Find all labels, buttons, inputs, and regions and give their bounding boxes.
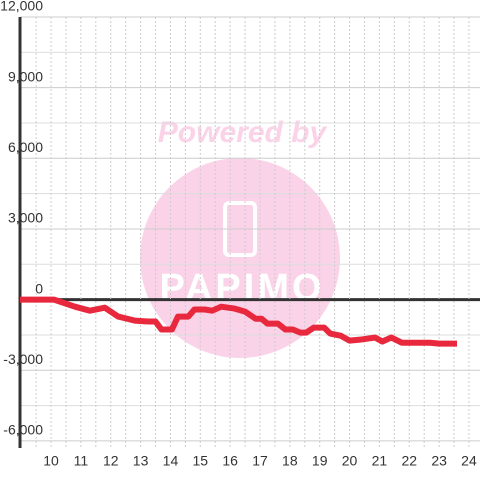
logo-text: PAPIMO bbox=[159, 267, 324, 309]
x-tick-label: 17 bbox=[252, 453, 268, 469]
x-tick-label: 16 bbox=[222, 453, 238, 469]
watermark-text: Powered by bbox=[158, 116, 328, 149]
y-tick-label: 9,000 bbox=[8, 68, 43, 84]
x-tick-label: 18 bbox=[282, 453, 298, 469]
x-tick-label: 23 bbox=[431, 453, 447, 469]
y-tick-label: 12,000 bbox=[0, 0, 43, 14]
y-tick-label: -6,000 bbox=[3, 422, 43, 438]
y-tick-label: 0 bbox=[35, 280, 43, 296]
x-tick-label: 11 bbox=[74, 453, 89, 469]
data-line bbox=[20, 296, 458, 347]
x-tick-label: 22 bbox=[401, 453, 417, 469]
x-tick-label: 14 bbox=[163, 453, 179, 469]
x-tick-label: 10 bbox=[43, 453, 59, 469]
x-tick-label: 21 bbox=[372, 453, 388, 469]
plot: -6,000 -3,000 0 3,000 6,000 9,000 12,000 10 11 12… bbox=[0, 0, 480, 469]
x-tick-label: 19 bbox=[312, 453, 328, 469]
x-tick-label: 15 bbox=[193, 453, 209, 469]
x-tick-label: 20 bbox=[342, 453, 358, 469]
x-tick-label: 13 bbox=[133, 453, 149, 469]
x-tick-label: 12 bbox=[103, 453, 119, 469]
watermark: Powered by PAPIMO bbox=[140, 116, 340, 358]
y-tick-label: 6,000 bbox=[8, 139, 43, 155]
logo-circle bbox=[140, 158, 340, 358]
y-tick-label: 3,000 bbox=[8, 210, 43, 226]
y-tick-label: -3,000 bbox=[3, 351, 43, 367]
x-tick-label: 24 bbox=[461, 453, 477, 469]
